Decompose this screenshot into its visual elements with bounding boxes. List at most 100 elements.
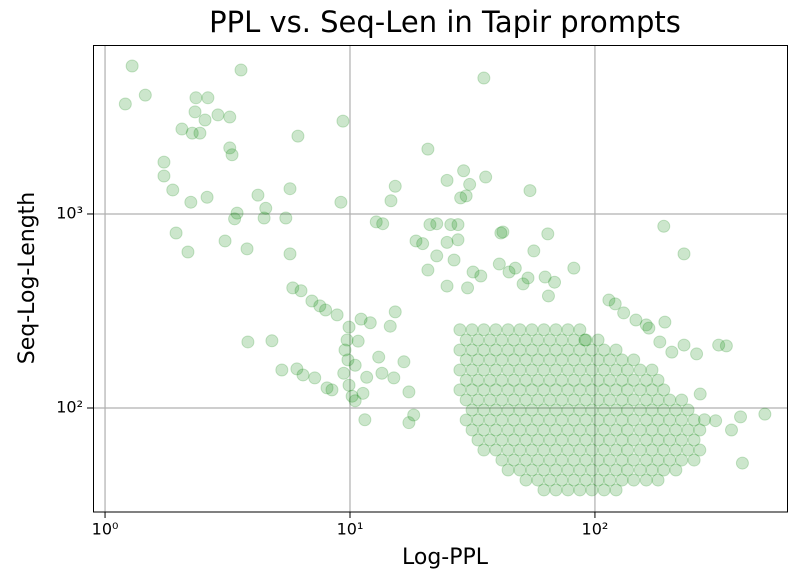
point	[591, 353, 605, 367]
point	[639, 413, 653, 427]
point	[228, 212, 242, 226]
point	[525, 443, 539, 457]
point	[230, 206, 244, 220]
point	[465, 383, 479, 397]
point	[459, 333, 473, 347]
point	[501, 363, 515, 377]
point	[471, 433, 485, 447]
point	[621, 383, 635, 397]
point	[507, 413, 521, 427]
point	[513, 403, 527, 417]
point	[609, 343, 623, 357]
point	[474, 269, 488, 283]
point	[358, 413, 372, 427]
point	[567, 333, 581, 347]
point	[537, 383, 551, 397]
point	[483, 333, 497, 347]
point	[657, 443, 671, 457]
point	[501, 463, 515, 477]
point	[459, 393, 473, 407]
point	[543, 473, 557, 487]
point	[677, 338, 691, 352]
point	[621, 443, 635, 457]
point	[402, 416, 416, 430]
point	[693, 387, 707, 401]
point	[440, 235, 454, 249]
point	[251, 188, 265, 202]
point	[657, 383, 671, 397]
point	[157, 155, 171, 169]
point	[543, 433, 557, 447]
point	[597, 383, 611, 397]
point	[549, 323, 563, 337]
point	[495, 413, 509, 427]
point	[609, 363, 623, 377]
point	[519, 433, 533, 447]
point	[407, 408, 421, 422]
point	[375, 366, 389, 380]
point	[578, 333, 592, 347]
point	[677, 247, 691, 261]
point	[609, 483, 623, 497]
point	[597, 463, 611, 477]
point	[453, 363, 467, 377]
point	[591, 433, 605, 447]
point	[525, 383, 539, 397]
point	[585, 343, 599, 357]
point	[651, 373, 665, 387]
point	[585, 423, 599, 437]
point	[537, 483, 551, 497]
point	[555, 433, 569, 447]
point	[537, 443, 551, 457]
point	[313, 299, 327, 313]
point	[603, 393, 617, 407]
point	[477, 71, 491, 85]
point	[519, 413, 533, 427]
point	[627, 413, 641, 427]
point	[477, 403, 491, 417]
point	[483, 373, 497, 387]
point	[537, 403, 551, 417]
point	[615, 393, 629, 407]
point	[585, 383, 599, 397]
point	[735, 456, 749, 470]
point	[483, 393, 497, 407]
point	[597, 403, 611, 417]
point	[388, 305, 402, 319]
point	[567, 393, 581, 407]
point	[471, 353, 485, 367]
point	[657, 403, 671, 417]
point	[118, 97, 132, 111]
point	[283, 182, 297, 196]
point	[218, 234, 232, 248]
point	[513, 363, 527, 377]
point	[387, 371, 401, 385]
point	[440, 279, 454, 293]
point	[138, 88, 152, 102]
point	[495, 433, 509, 447]
point	[483, 433, 497, 447]
point	[573, 463, 587, 477]
point	[549, 463, 563, 477]
point	[265, 334, 279, 348]
point	[471, 393, 485, 407]
point	[525, 423, 539, 437]
point	[597, 363, 611, 377]
point	[645, 423, 659, 437]
point	[471, 413, 485, 427]
point	[639, 393, 653, 407]
point	[690, 347, 704, 361]
point	[223, 141, 237, 155]
x-tick-label: 10¹	[337, 520, 364, 539]
point	[320, 381, 334, 395]
point	[709, 414, 723, 428]
point	[585, 443, 599, 457]
point	[334, 195, 348, 209]
point	[615, 453, 629, 467]
point	[402, 385, 416, 399]
point	[345, 389, 359, 403]
point	[453, 343, 467, 357]
point	[531, 453, 545, 467]
point	[591, 413, 605, 427]
point	[125, 59, 139, 73]
